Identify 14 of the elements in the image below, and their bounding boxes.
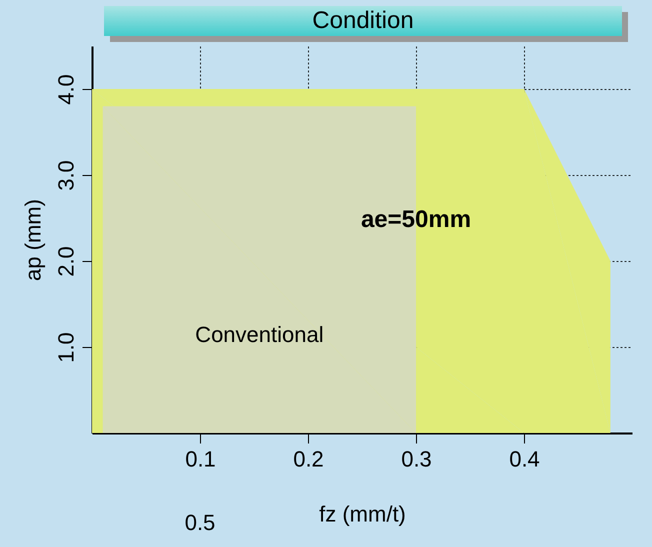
y-tick-label: 4.0	[54, 74, 78, 105]
x-tick-label: 0.2	[293, 446, 324, 472]
y-tick-label: 3.0	[54, 160, 78, 191]
y-tick-label: 2.0	[54, 246, 78, 277]
y-axis-title: ap (mm)	[20, 199, 46, 281]
x-tick-label: 0.1	[185, 446, 216, 472]
annotation: ae=50mm	[360, 206, 472, 234]
text: 0.5	[184, 510, 216, 535]
chart-title: Condition	[104, 6, 622, 36]
x-tick-label: 0.4	[509, 446, 540, 472]
y-tick-label: 1.0	[54, 332, 78, 363]
x-tick-label: 0.3	[401, 446, 432, 472]
x-axis-title: fz (mm/t)	[319, 502, 406, 526]
series-label: Conventional	[195, 322, 324, 347]
